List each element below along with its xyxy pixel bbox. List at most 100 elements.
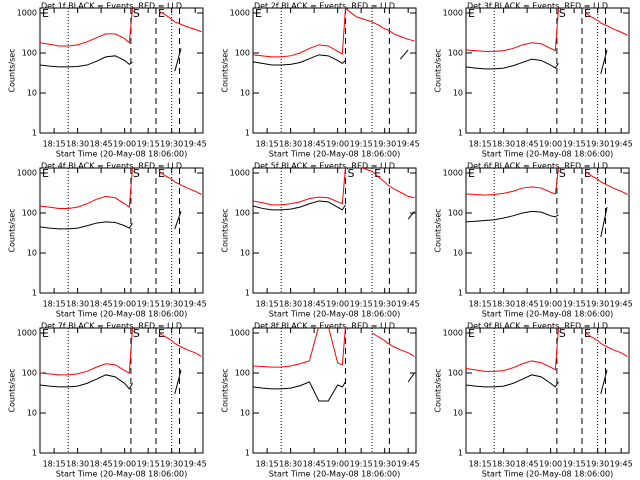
panel-title: Det 5f BLACK = Events, RED = LLD bbox=[254, 162, 395, 171]
x-tick-label: 19:00 bbox=[539, 460, 562, 469]
series-line bbox=[466, 369, 608, 395]
x-tick-label: 19:45 bbox=[610, 460, 633, 469]
event-label: S bbox=[347, 167, 354, 180]
x-axis-label: Start Time (20-May-08 18:06:00) bbox=[56, 310, 187, 319]
event-label: E bbox=[158, 7, 165, 20]
y-axis-label: Counts/sec bbox=[434, 48, 443, 92]
panel-title: Det 9f BLACK = Events, RED = LLD bbox=[467, 322, 608, 331]
y-tick-label: 100 bbox=[448, 48, 463, 57]
y-tick-label: 10 bbox=[240, 408, 250, 417]
panel-title: Det 7f BLACK = Events, RED = LLD bbox=[41, 322, 182, 331]
y-axis-label: Counts/sec bbox=[221, 48, 230, 92]
x-tick-label: 18:45 bbox=[516, 140, 539, 149]
x-tick-label: 19:45 bbox=[610, 300, 633, 309]
y-axis-label: Counts/sec bbox=[8, 208, 17, 252]
x-tick-label: 19:45 bbox=[610, 140, 633, 149]
y-axis-label: Counts/sec bbox=[8, 368, 17, 412]
x-tick-label: 19:30 bbox=[586, 140, 609, 149]
series-line bbox=[40, 369, 182, 395]
x-tick-label: 19:30 bbox=[586, 460, 609, 469]
x-tick-label: 19:00 bbox=[326, 460, 349, 469]
x-axis-label: Start Time (20-May-08 18:06:00) bbox=[482, 470, 613, 479]
x-tick-label: 18:45 bbox=[516, 300, 539, 309]
x-tick-label: 19:15 bbox=[563, 460, 586, 469]
y-tick-label: 10 bbox=[27, 248, 37, 257]
series-line bbox=[466, 168, 628, 196]
y-tick-label: 100 bbox=[235, 368, 250, 377]
plot-frame bbox=[465, 327, 630, 454]
event-label: E bbox=[468, 167, 475, 180]
y-tick-label: 1 bbox=[32, 129, 37, 138]
x-tick-label: 19:15 bbox=[563, 300, 586, 309]
y-tick-label: 100 bbox=[235, 48, 250, 57]
event-label: E bbox=[584, 7, 591, 20]
event-label: E bbox=[468, 7, 475, 20]
plot-frame bbox=[252, 167, 417, 294]
y-tick-label: 10 bbox=[453, 248, 463, 257]
x-axis-label: Start Time (20-May-08 18:06:00) bbox=[482, 310, 613, 319]
event-label: E bbox=[374, 167, 381, 180]
x-tick-label: 18:45 bbox=[303, 460, 326, 469]
x-tick-label: 18:15 bbox=[469, 140, 492, 149]
series-line bbox=[253, 200, 415, 220]
x-tick-label: 19:15 bbox=[350, 300, 373, 309]
x-tick-label: 18:30 bbox=[279, 460, 302, 469]
panel: Det 7f BLACK = Events, RED = LLD 1 10 100 10… bbox=[8, 322, 207, 479]
x-tick-label: 18:30 bbox=[279, 300, 302, 309]
x-tick-label: 18:45 bbox=[516, 460, 539, 469]
y-tick-label: 10 bbox=[453, 88, 463, 97]
x-tick-label: 18:15 bbox=[256, 460, 279, 469]
y-tick-label: 1000 bbox=[230, 168, 250, 177]
y-tick-label: 1000 bbox=[230, 328, 250, 337]
panel: Det 6f BLACK = Events, RED = LLD 1 10 100 10… bbox=[434, 162, 633, 319]
panel: Det 3f BLACK = Events, RED = LLD 1 10 100 10… bbox=[434, 2, 633, 159]
panel-title: Det 4f BLACK = Events, RED = LLD bbox=[41, 162, 182, 171]
y-tick-label: 10 bbox=[240, 248, 250, 257]
x-tick-label: 19:30 bbox=[373, 140, 396, 149]
series-line bbox=[40, 8, 202, 47]
y-tick-label: 10 bbox=[27, 88, 37, 97]
event-label: E bbox=[42, 167, 49, 180]
panel: Det 2f BLACK = Events, RED = LLD 1 10 100 10… bbox=[221, 2, 420, 159]
x-tick-label: 18:30 bbox=[492, 140, 515, 149]
series-line bbox=[253, 168, 415, 206]
x-tick-label: 18:15 bbox=[43, 140, 66, 149]
plot-frame bbox=[39, 327, 204, 454]
x-tick-label: 18:45 bbox=[303, 300, 326, 309]
x-tick-label: 19:45 bbox=[184, 460, 207, 469]
x-tick-label: 18:30 bbox=[279, 140, 302, 149]
panel: Det 8f BLACK = Events, RED = LLD 1 10 100 10… bbox=[221, 322, 420, 479]
event-label: S bbox=[559, 327, 566, 340]
x-tick-label: 19:15 bbox=[350, 460, 373, 469]
x-tick-label: 19:00 bbox=[113, 140, 136, 149]
x-tick-label: 19:30 bbox=[373, 460, 396, 469]
y-tick-label: 1000 bbox=[443, 8, 463, 17]
y-axis-label: Counts/sec bbox=[434, 368, 443, 412]
panel-title: Det 8f BLACK = Events, RED = LLD bbox=[254, 322, 395, 331]
event-label: S bbox=[559, 7, 566, 20]
y-tick-label: 1000 bbox=[17, 168, 37, 177]
x-tick-label: 18:45 bbox=[90, 140, 113, 149]
event-label: S bbox=[133, 167, 140, 180]
y-tick-label: 10 bbox=[240, 88, 250, 97]
x-tick-label: 19:00 bbox=[326, 300, 349, 309]
x-tick-label: 18:30 bbox=[66, 460, 89, 469]
x-tick-label: 18:45 bbox=[90, 300, 113, 309]
panel: Det 9f BLACK = Events, RED = LLD 1 10 100 10… bbox=[434, 322, 633, 479]
event-label: E bbox=[42, 327, 49, 340]
x-tick-label: 19:45 bbox=[184, 300, 207, 309]
x-tick-label: 19:45 bbox=[397, 300, 420, 309]
panel-title: Det 3f BLACK = Events, RED = LLD bbox=[467, 2, 608, 11]
y-axis-label: Counts/sec bbox=[8, 48, 17, 92]
x-tick-label: 19:00 bbox=[539, 300, 562, 309]
y-axis-label: Counts/sec bbox=[221, 368, 230, 412]
series-line bbox=[466, 328, 628, 372]
x-axis-label: Start Time (20-May-08 18:06:00) bbox=[269, 470, 400, 479]
plot-frame bbox=[39, 167, 204, 294]
x-tick-label: 18:30 bbox=[66, 140, 89, 149]
y-tick-label: 10 bbox=[27, 408, 37, 417]
y-tick-label: 1000 bbox=[443, 168, 463, 177]
event-label: E bbox=[468, 327, 475, 340]
x-tick-label: 19:15 bbox=[137, 300, 160, 309]
